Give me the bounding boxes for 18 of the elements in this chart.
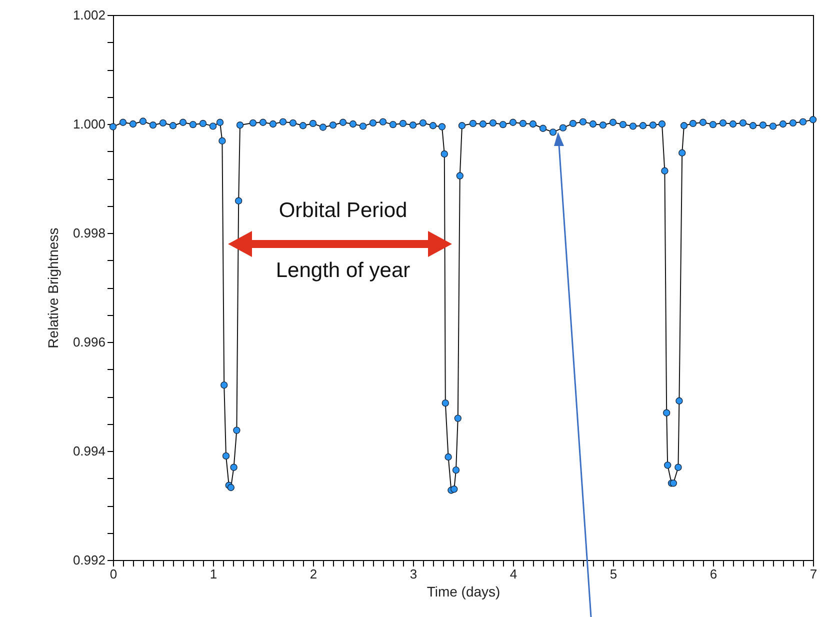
x-tick-label: 0 bbox=[110, 566, 118, 582]
x-tick-label: 5 bbox=[610, 566, 618, 582]
x-tick-label: 6 bbox=[710, 566, 718, 582]
y-axis-title: Relative Brightness bbox=[44, 228, 61, 348]
y-tick-label: 0.992 bbox=[72, 552, 106, 568]
x-tick-label: 3 bbox=[410, 566, 418, 582]
y-tick-label: 0.998 bbox=[72, 226, 106, 240]
x-tick-label: 1 bbox=[210, 566, 218, 582]
x-tick-label: 7 bbox=[810, 566, 818, 582]
annotation: Orbital Period bbox=[278, 199, 408, 222]
annotation: Length of year bbox=[276, 259, 410, 282]
x-tick-label: 4 bbox=[510, 566, 518, 582]
y-tick-label: 1.000 bbox=[72, 116, 106, 132]
x-tick-label: 2 bbox=[310, 566, 318, 582]
y-tick-label: 1.002 bbox=[72, 8, 106, 22]
y-tick-label: 0.994 bbox=[72, 444, 106, 458]
x-axis-title: Time (days) bbox=[426, 584, 500, 600]
y-tick-label: 0.996 bbox=[72, 334, 106, 350]
